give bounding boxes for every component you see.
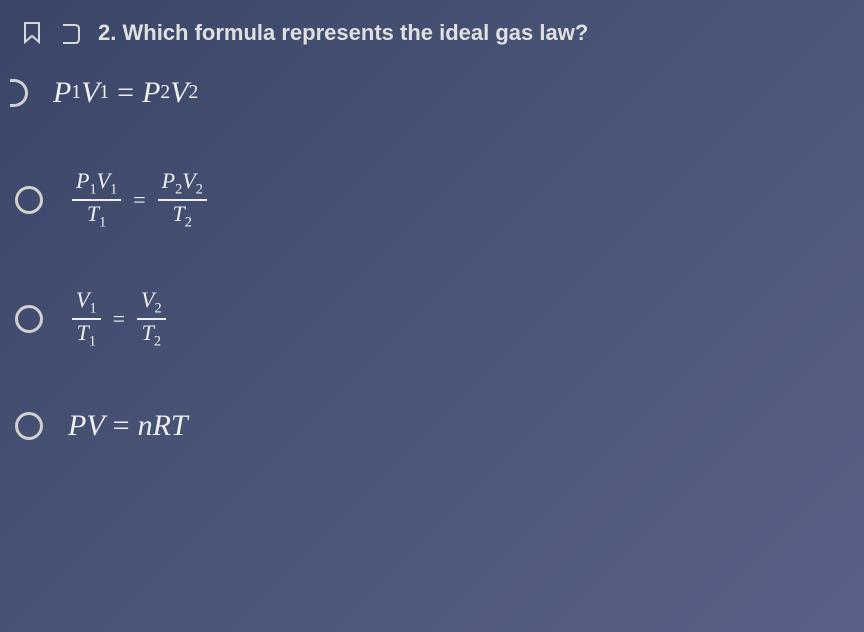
flag-icon[interactable] (59, 21, 83, 45)
radio-a[interactable] (10, 79, 28, 107)
option-a[interactable]: P1V1 = P2V2 (10, 76, 844, 110)
radio-d[interactable] (15, 412, 43, 440)
bookmark-icon[interactable] (20, 21, 44, 45)
radio-c[interactable] (15, 305, 43, 333)
options-container: P1V1 = P2V2 P1V1 T1 = P2V2 T2 V1 T1 = (0, 56, 864, 523)
option-b[interactable]: P1V1 T1 = P2V2 T2 (10, 170, 844, 229)
formula-d: PV = nRT (68, 409, 188, 443)
option-c[interactable]: V1 T1 = V2 T2 (10, 289, 844, 348)
question-header: 2. Which formula represents the ideal ga… (0, 0, 864, 56)
question-number: 2. (98, 20, 116, 45)
radio-b[interactable] (15, 186, 43, 214)
question-body: Which formula represents the ideal gas l… (122, 20, 588, 45)
formula-c: V1 T1 = V2 T2 (68, 289, 170, 348)
option-d[interactable]: PV = nRT (10, 409, 844, 443)
formula-a: P1V1 = P2V2 (53, 76, 198, 110)
formula-b: P1V1 T1 = P2V2 T2 (68, 170, 211, 229)
question-text: 2. Which formula represents the ideal ga… (98, 20, 588, 46)
